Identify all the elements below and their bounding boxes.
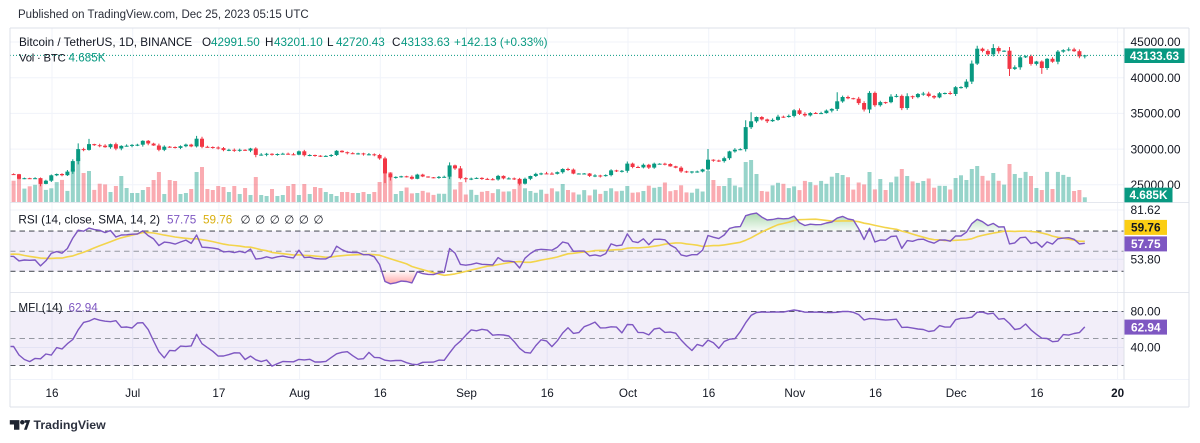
svg-text:20: 20 [1111,387,1125,400]
svg-text:43133.63: 43133.63 [401,36,450,49]
svg-text:16: 16 [541,387,554,400]
svg-text:∅: ∅ [314,213,324,226]
svg-text:Dec: Dec [946,387,967,400]
svg-text:4.685K: 4.685K [1129,188,1168,202]
svg-text:Vol · BTC: Vol · BTC [19,52,66,64]
svg-text:L: L [327,36,334,49]
svg-text:62.94: 62.94 [1131,320,1161,334]
svg-text:16: 16 [374,387,387,400]
svg-text:35000.00: 35000.00 [1131,107,1181,121]
svg-text:H: H [265,36,273,49]
svg-text:Nov: Nov [784,387,805,400]
svg-text:O: O [202,36,211,49]
svg-text:TradingView: TradingView [34,418,107,432]
svg-text:43201.10: 43201.10 [274,36,323,49]
svg-text:∅: ∅ [241,213,251,226]
svg-text:57.75: 57.75 [1131,237,1161,251]
svg-text:16: 16 [45,387,58,400]
svg-text:C: C [392,36,400,49]
svg-text:∅: ∅ [255,213,265,226]
svg-text:59.76: 59.76 [1131,221,1161,235]
svg-text:Sep: Sep [456,387,477,400]
svg-text:57.75: 57.75 [167,213,197,226]
svg-text:16: 16 [869,387,882,400]
svg-text:∅: ∅ [270,213,280,226]
svg-text:∅: ∅ [284,213,294,226]
svg-text:+142.13 (+0.33%): +142.13 (+0.33%) [454,36,548,49]
svg-text:16: 16 [1030,387,1043,400]
svg-text:40.00: 40.00 [1131,341,1161,355]
svg-text:Jul: Jul [125,387,140,400]
svg-text:59.76: 59.76 [203,213,232,226]
svg-text:MFI (14): MFI (14) [18,302,62,315]
svg-text:53.80: 53.80 [1131,252,1161,266]
svg-text:4.685K: 4.685K [69,51,106,64]
svg-text:45000.00: 45000.00 [1131,35,1181,49]
svg-text:43133.63: 43133.63 [1130,49,1180,63]
svg-text:Oct: Oct [619,387,638,400]
svg-text:80.00: 80.00 [1131,305,1161,319]
svg-text:Aug: Aug [289,387,310,400]
svg-text:30000.00: 30000.00 [1131,142,1181,156]
svg-text:42720.43: 42720.43 [336,36,385,49]
svg-text:RSI (14, close, SMA, 14, 2): RSI (14, close, SMA, 14, 2) [18,213,160,226]
svg-text:42991.50: 42991.50 [211,36,260,49]
svg-text:81.62: 81.62 [1131,203,1161,217]
svg-text:40000.00: 40000.00 [1131,71,1181,85]
svg-text:∅: ∅ [299,213,309,226]
svg-text:Bitcoin / TetherUS, 1D, BINANC: Bitcoin / TetherUS, 1D, BINANCE [19,36,192,49]
svg-text:17: 17 [212,387,225,400]
svg-text:Published on TradingView.com,: Published on TradingView.com, Dec 25, 20… [18,9,309,21]
svg-text:62.94: 62.94 [69,302,99,315]
svg-text:16: 16 [702,387,715,400]
